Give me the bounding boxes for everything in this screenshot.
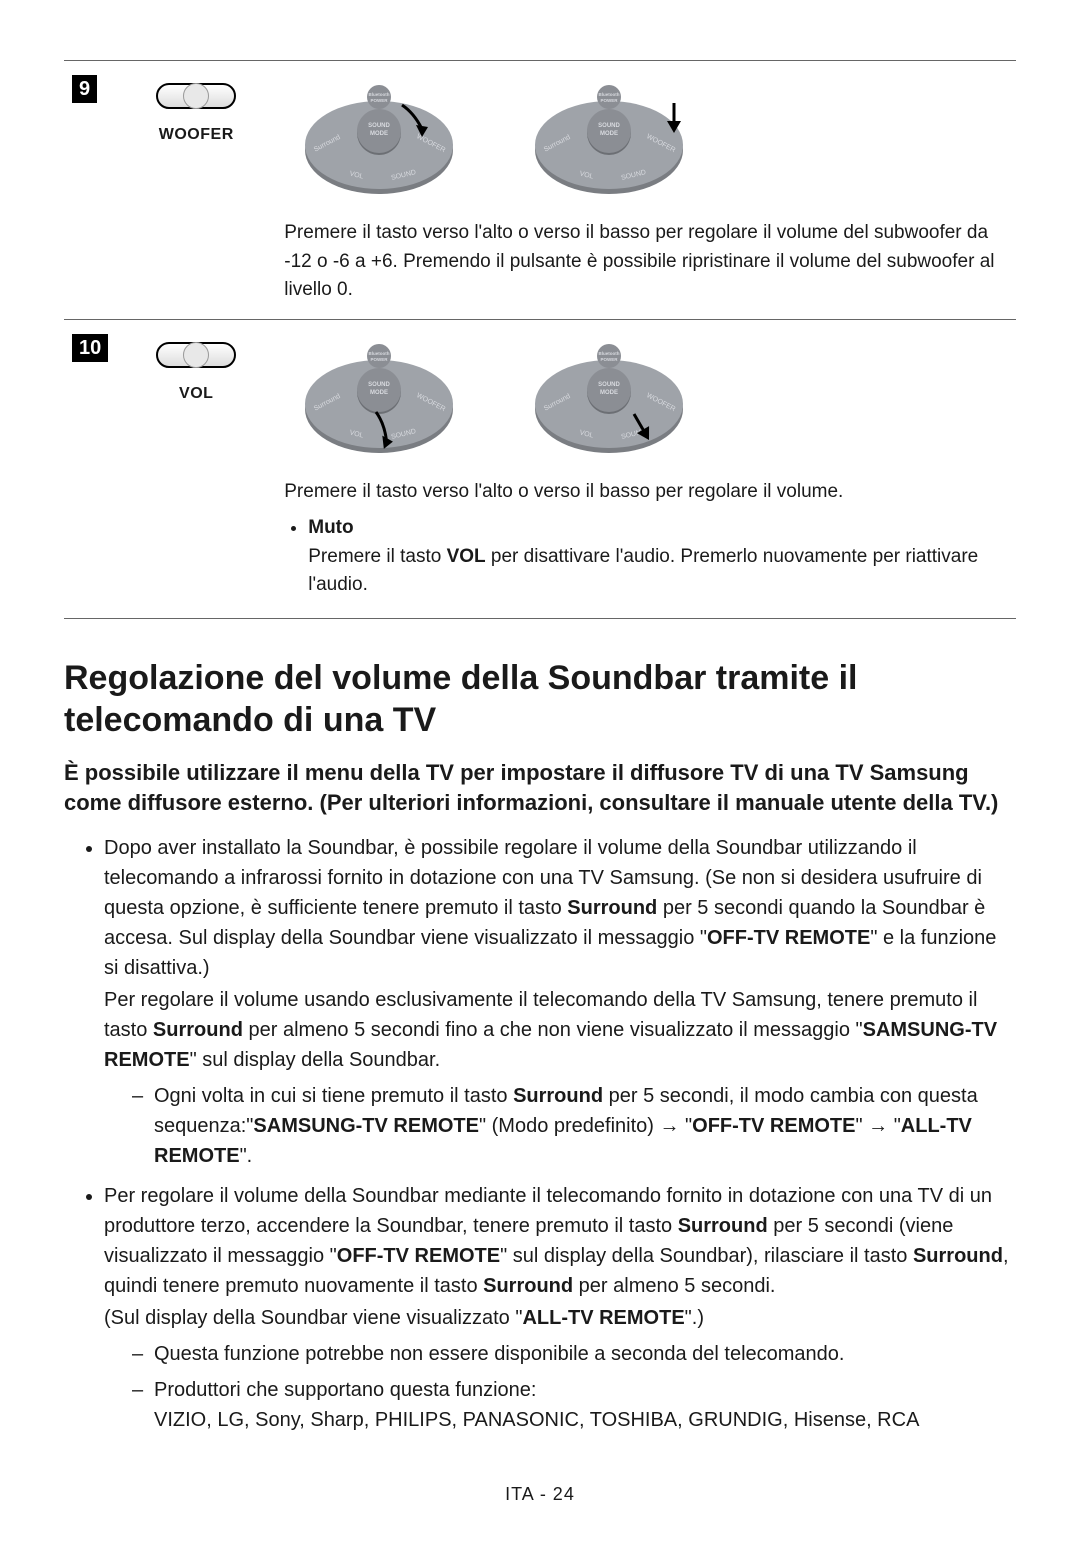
dash-item: Produttori che supportano questa funzion…: [132, 1375, 1016, 1435]
remote-illustration: [284, 334, 474, 464]
remote-illustration-pair: [284, 334, 1008, 464]
row-description: Premere il tasto verso l'alto o verso il…: [284, 478, 1008, 507]
remote-illustration-pair: [284, 75, 1008, 205]
dash-item: Ogni volta in cui si tiene premuto il ta…: [132, 1081, 1016, 1171]
bullet-item: Muto Premere il tasto VOL per disattivar…: [308, 514, 1008, 600]
section-heading: Regolazione del volume della Soundbar tr…: [64, 657, 1016, 742]
list-item: Per regolare il volume della Soundbar me…: [104, 1181, 1016, 1435]
table-row: 9 WOOFER Premere il tasto verso l'alto o…: [64, 61, 1016, 320]
remote-illustration: [284, 75, 474, 205]
paragraph: Per regolare il volume usando esclusivam…: [104, 985, 1016, 1075]
remote-illustration: [514, 334, 704, 464]
page-footer: ITA - 24: [64, 1481, 1016, 1508]
rocker-label: VOL: [124, 382, 268, 406]
row-description: Premere il tasto verso l'alto o verso il…: [284, 219, 1008, 305]
remote-functions-table: 9 WOOFER Premere il tasto verso l'alto o…: [64, 60, 1016, 619]
table-row: 10 VOL Premere il tasto verso l'alto o v…: [64, 319, 1016, 618]
instruction-list: Dopo aver installato la Soundbar, è poss…: [64, 833, 1016, 1435]
woofer-rocker-icon: [156, 83, 236, 109]
section-subheading: È possibile utilizzare il menu della TV …: [64, 758, 1016, 820]
paragraph: (Sul display della Soundbar viene visual…: [104, 1303, 1016, 1333]
rocker-label: WOOFER: [124, 123, 268, 147]
paragraph: Dopo aver installato la Soundbar, è poss…: [104, 833, 1016, 983]
remote-illustration: [514, 75, 704, 205]
vol-rocker-icon: [156, 342, 236, 368]
list-item: Dopo aver installato la Soundbar, è poss…: [104, 833, 1016, 1171]
bullet-title: Muto: [308, 517, 353, 538]
row-number-badge: 9: [72, 75, 97, 103]
bullet-text: Premere il tasto VOL per disattivare l'a…: [308, 543, 1008, 600]
paragraph: Per regolare il volume della Soundbar me…: [104, 1181, 1016, 1301]
row-number-badge: 10: [72, 334, 108, 362]
dash-item: Questa funzione potrebbe non essere disp…: [132, 1339, 1016, 1369]
